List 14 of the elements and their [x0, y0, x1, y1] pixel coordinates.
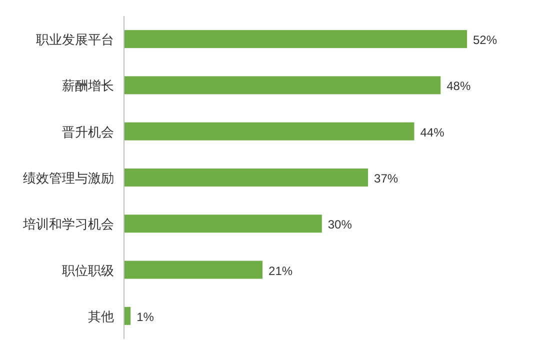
data-label: 1% [136, 310, 154, 324]
y-tick-label: 薪酬增长 [62, 78, 114, 94]
y-tick-label: 晋升机会 [62, 124, 114, 140]
data-label: 48% [446, 79, 471, 94]
y-tick-label: 职位职级 [62, 262, 114, 278]
data-label: 44% [420, 125, 445, 140]
data-label: 37% [374, 172, 398, 186]
y-tick-label: 绩效管理与激励 [23, 170, 114, 186]
y-tick-label: 培训和学习机会 [22, 216, 114, 232]
y-tick-label: 职业发展平台 [36, 32, 114, 48]
data-label: 30% [328, 218, 352, 232]
y-tick-label: 其他 [88, 308, 114, 324]
data-label: 52% [473, 33, 498, 48]
data-label: 21% [268, 264, 293, 278]
